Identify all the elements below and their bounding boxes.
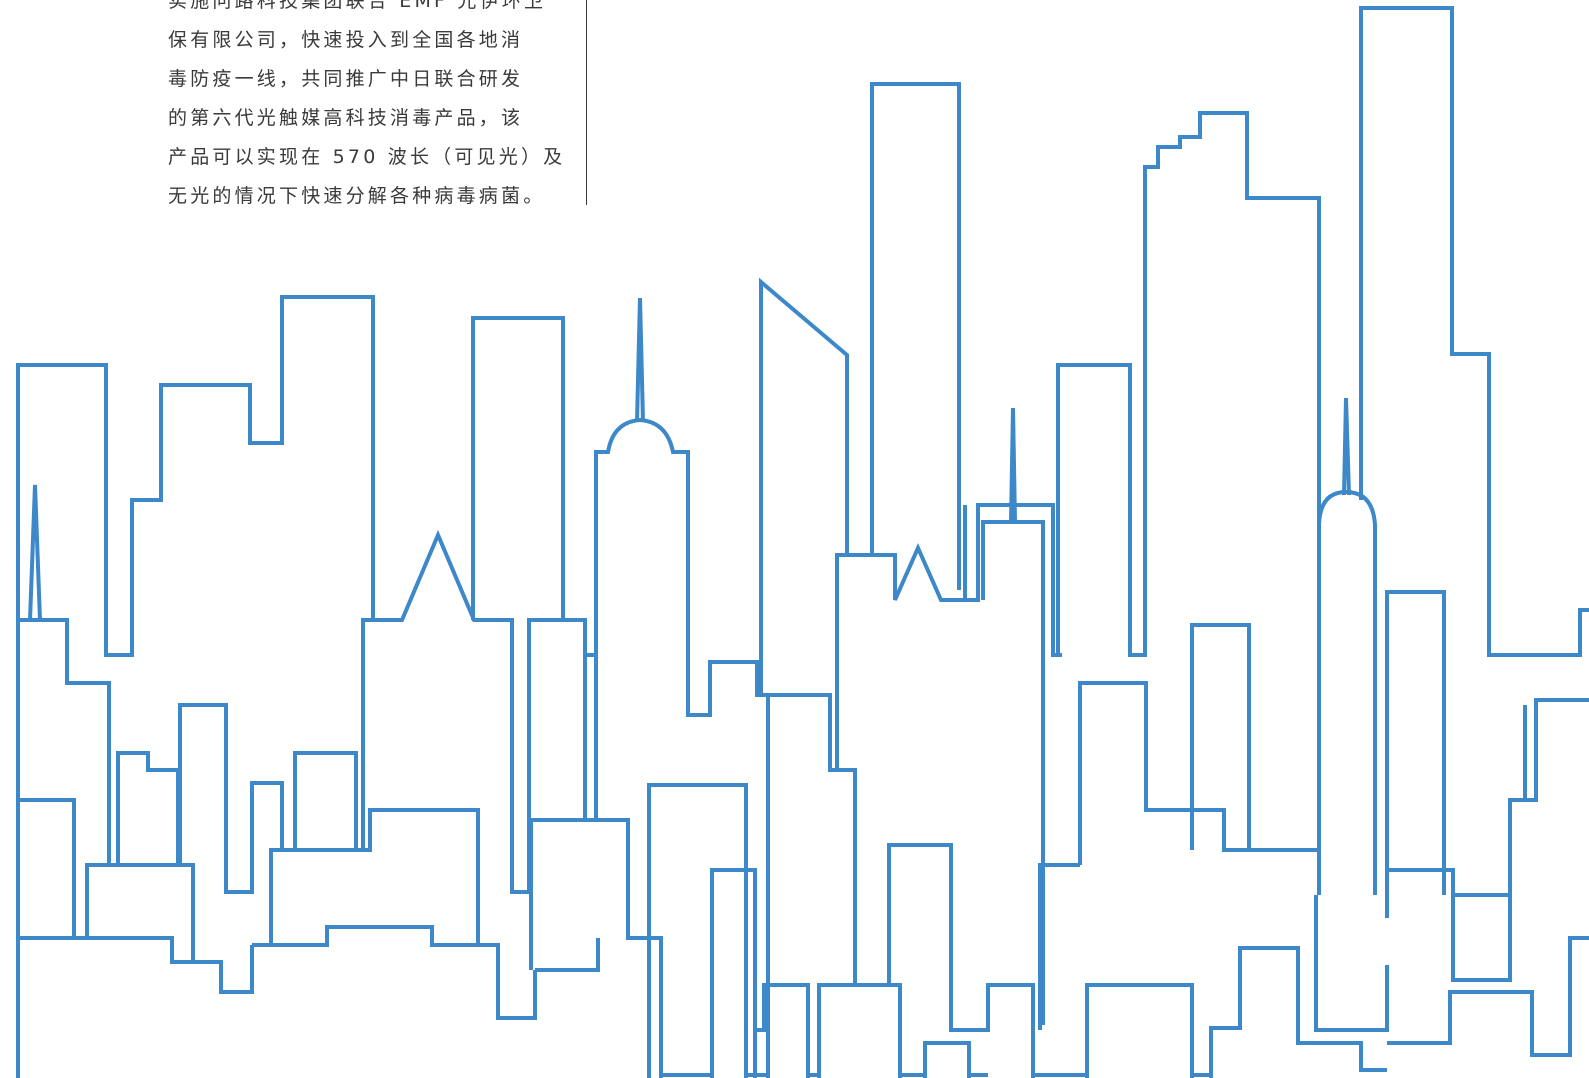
front-e <box>252 925 537 1020</box>
building-l <box>1190 623 1251 850</box>
article-line-5: 产品可以实现在 570 波长（可见光）及 <box>168 146 566 168</box>
article-line-1: 实施问路科技集团联合 EMF 光伊环卫 <box>168 0 547 12</box>
building-o <box>1508 698 1589 895</box>
front-b <box>85 863 254 994</box>
spire-right <box>1342 397 1351 496</box>
building-c <box>178 703 284 894</box>
front-h <box>647 783 748 1078</box>
building-e-peak <box>361 529 587 894</box>
building-j <box>981 520 1045 1025</box>
building-h-peak <box>835 503 1062 770</box>
front-r <box>1319 1041 1387 1072</box>
front-m <box>923 1041 971 1078</box>
tower-right-mid <box>1385 590 1446 895</box>
front-p <box>1209 946 1319 1078</box>
spire-right-center <box>1009 407 1017 523</box>
front-k <box>817 983 902 1078</box>
article-line-3: 毒防疫一线，共同推广中日联合研发 <box>168 68 524 90</box>
tower-left-tall <box>16 295 375 1078</box>
front-l <box>887 843 1035 1078</box>
spire-center <box>635 297 645 423</box>
front-a <box>18 798 76 938</box>
empire-left <box>594 417 801 820</box>
front-i <box>710 868 757 1078</box>
tower-center-tall <box>870 82 961 590</box>
tower-mid-tall <box>471 316 565 620</box>
front-q <box>1387 936 1589 1057</box>
article-line-4: 的第六代光触媒高科技消毒产品，该 <box>168 107 524 129</box>
building-m <box>1314 895 1389 1032</box>
vertical-divider <box>586 0 587 205</box>
building-k <box>1078 681 1319 865</box>
front-o <box>1085 983 1194 1078</box>
front-j <box>755 983 810 1078</box>
tower-right-tall <box>1359 6 1589 657</box>
building-a <box>18 618 111 865</box>
front-n <box>1038 863 1080 1030</box>
front-f <box>529 818 663 1078</box>
front-c <box>269 808 480 945</box>
tower-slanted <box>759 277 849 695</box>
building-g <box>766 693 857 1078</box>
tower-center-right <box>1056 111 1321 895</box>
article-paragraph: 实施问路科技集团联合 EMF 光伊环卫 保有限公司，快速投入到全国各地消 毒防疫… <box>168 0 566 216</box>
building-n <box>1385 868 1512 982</box>
spire-left <box>28 484 42 621</box>
article-line-6: 无光的情况下快速分解各种病毒病菌。 <box>168 185 546 207</box>
article-line-2: 保有限公司，快速投入到全国各地消 <box>168 29 524 51</box>
front-g <box>535 938 600 972</box>
building-d <box>293 751 358 850</box>
building-b <box>116 751 180 865</box>
front-d <box>18 936 193 964</box>
empire-right <box>1317 489 1377 895</box>
